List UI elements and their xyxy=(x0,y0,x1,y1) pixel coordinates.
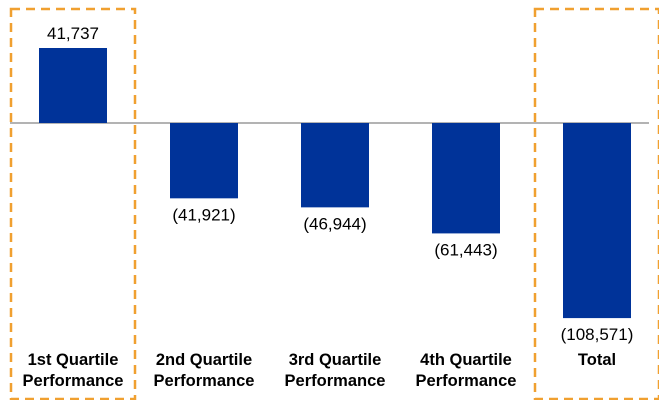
highlight-frame-2 xyxy=(533,7,659,400)
bar-4 xyxy=(432,123,500,234)
category-label-2: 2nd Quartile Performance xyxy=(139,350,270,392)
bar-2 xyxy=(170,123,238,199)
category-label-line: 3rd Quartile xyxy=(288,351,382,369)
category-label-line: Total xyxy=(577,351,617,369)
bar-5 xyxy=(563,123,631,319)
data-label-1: 41,737 xyxy=(47,24,99,43)
category-label-3: 3rd Quartile Performance xyxy=(270,350,401,392)
bar-1 xyxy=(39,48,107,123)
highlight-frame-1 xyxy=(9,7,137,400)
category-label-line: 2nd Quartile xyxy=(155,351,253,369)
category-label-1: 1st Quartile Performance xyxy=(8,350,139,392)
category-label-line: 1st Quartile xyxy=(27,351,119,369)
bar-3 xyxy=(301,123,369,208)
category-label-line: Performance xyxy=(415,372,517,390)
category-label-line: Performance xyxy=(22,372,124,390)
category-label-4: 4th Quartile Performance xyxy=(401,350,532,392)
data-label-2: (41,921) xyxy=(172,205,235,224)
data-label-5: (108,571) xyxy=(561,325,634,344)
category-label-line: 4th Quartile xyxy=(420,351,512,369)
category-label-5: Total xyxy=(532,350,659,392)
category-label-line xyxy=(532,371,659,392)
data-label-3: (46,944) xyxy=(303,214,366,233)
data-label-4: (61,443) xyxy=(434,240,497,259)
category-label-line: Performance xyxy=(284,372,386,390)
category-label-line: Performance xyxy=(153,372,255,390)
